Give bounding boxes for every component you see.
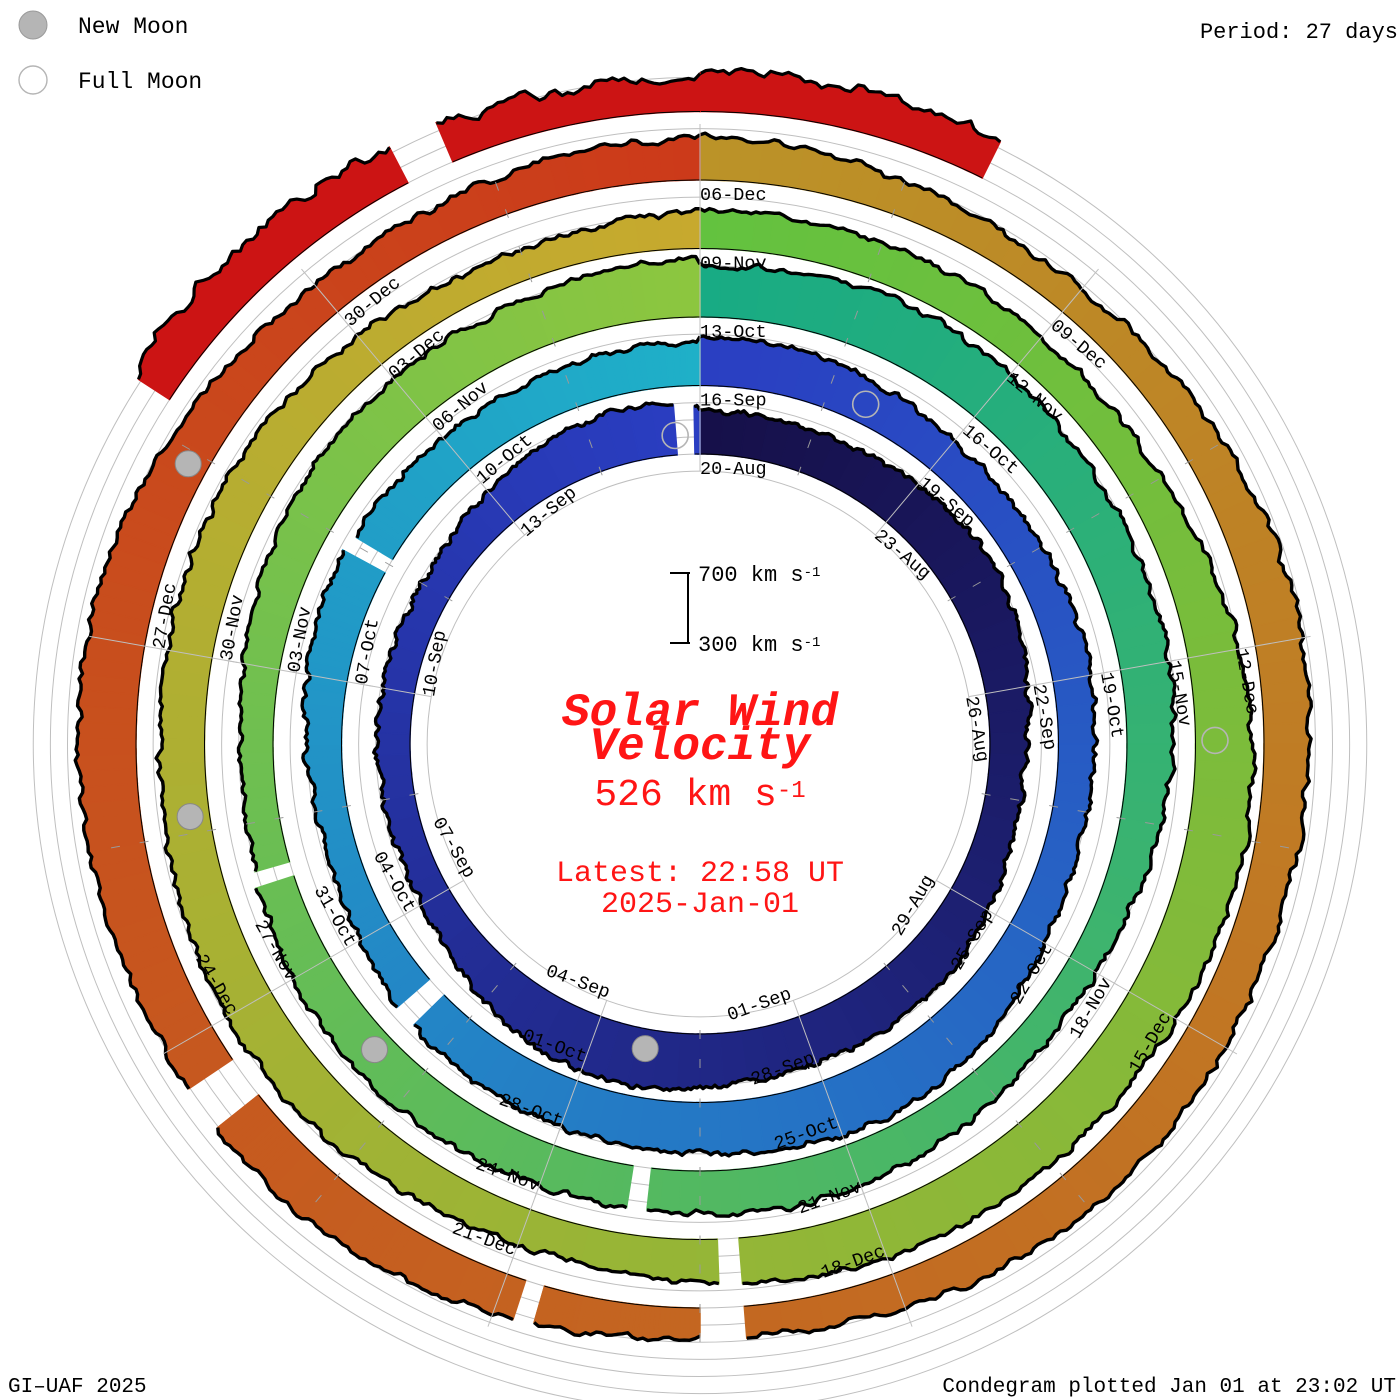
- svg-text:700 km s-1: 700 km s-1: [698, 563, 820, 588]
- svg-text:Period: 27 days: Period: 27 days: [1200, 20, 1398, 45]
- svg-text:06-Dec: 06-Dec: [700, 185, 767, 206]
- svg-text:09-Nov: 09-Nov: [700, 253, 767, 274]
- svg-text:2025-Jan-01: 2025-Jan-01: [601, 888, 799, 922]
- svg-text:16-Sep: 16-Sep: [700, 390, 767, 411]
- svg-text:Full Moon: Full Moon: [78, 69, 202, 95]
- svg-text:New Moon: New Moon: [78, 14, 188, 40]
- svg-text:Velocity: Velocity: [590, 721, 813, 773]
- svg-text:GI–UAF 2025: GI–UAF 2025: [8, 1376, 147, 1399]
- svg-text:Latest: 22:58 UT: Latest: 22:58 UT: [556, 857, 844, 891]
- svg-text:300 km s-1: 300 km s-1: [698, 633, 820, 658]
- svg-text:526 km s-1: 526 km s-1: [594, 774, 805, 817]
- svg-text:Condegram plotted Jan 01 at 23: Condegram plotted Jan 01 at 23:02 UT: [942, 1376, 1396, 1399]
- svg-text:13-Oct: 13-Oct: [700, 322, 767, 343]
- svg-text:20-Aug: 20-Aug: [700, 459, 767, 480]
